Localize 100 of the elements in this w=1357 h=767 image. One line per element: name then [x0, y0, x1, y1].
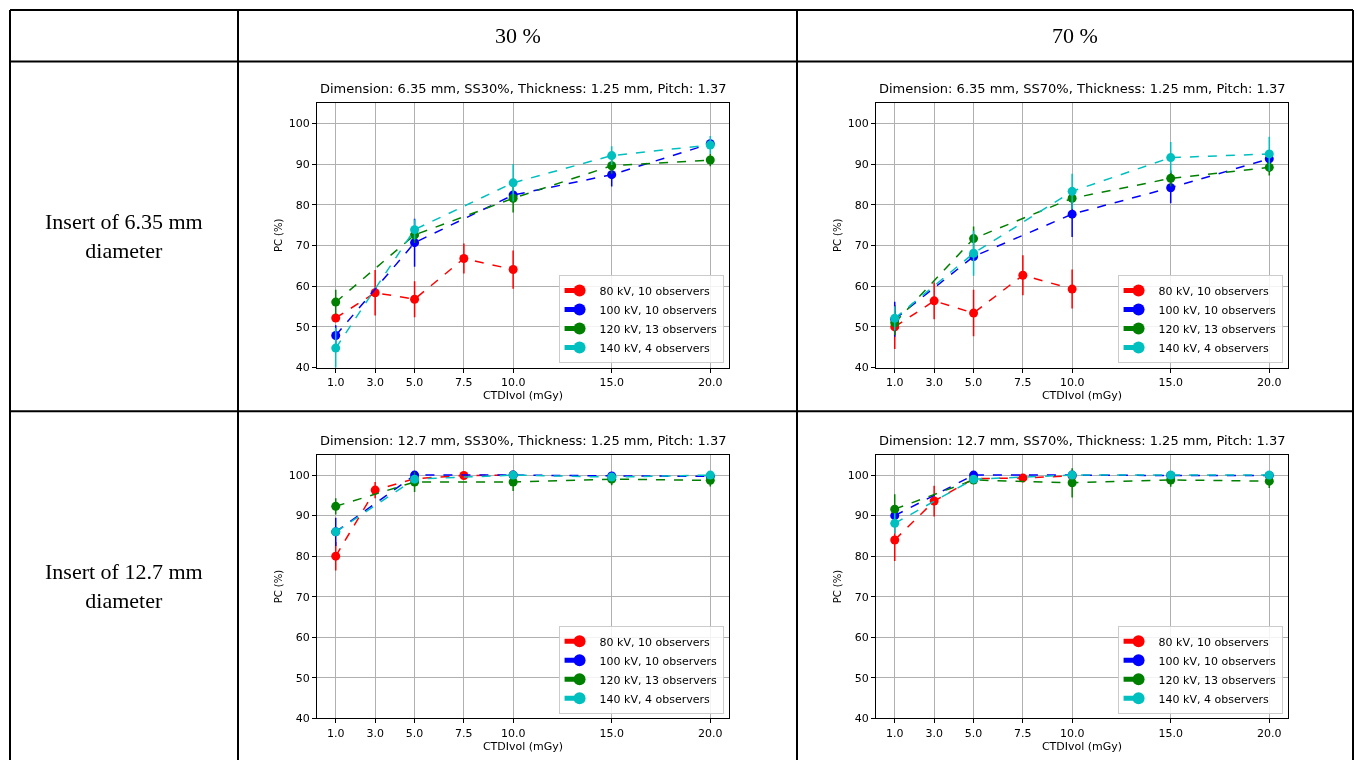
y-tick-label: 60	[295, 631, 310, 645]
text: Insert of 12.7 mm diameter	[45, 559, 203, 613]
x-tick-label: 5.0	[405, 726, 424, 740]
x-tick-label: 20.0	[698, 726, 723, 740]
x-tick-label: 10.0	[1059, 726, 1085, 740]
legend-label: 100 kV, 10 observers	[1158, 303, 1276, 317]
y-tick-label: 70	[295, 590, 310, 604]
y-tick-label: 60	[854, 631, 869, 645]
point	[929, 296, 939, 306]
legend-label: 80 kV, 10 observers	[1158, 284, 1269, 298]
point	[890, 535, 900, 545]
y-tick-label: 60	[295, 280, 310, 294]
point	[1166, 153, 1176, 163]
point	[890, 504, 900, 514]
x-tick-label: 7.5	[455, 375, 473, 389]
text: 70 %	[1052, 23, 1098, 48]
y-tick-label: 40	[854, 712, 869, 726]
x-tick-label: 20.0	[1257, 726, 1282, 740]
x-tick-label: 5.0	[405, 375, 424, 389]
x-axis-title: CTDIvol (mGy)	[482, 739, 564, 753]
legend-label: 80 kV, 10 observers	[599, 284, 710, 298]
x-tick-label: 7.5	[455, 726, 473, 740]
point	[331, 313, 341, 323]
x-tick-label: 10.0	[1059, 375, 1085, 389]
point	[969, 308, 979, 318]
point	[1067, 186, 1077, 196]
legend-label: 140 kV, 4 observers	[1158, 341, 1269, 355]
y-tick-label: 80	[295, 198, 310, 212]
point	[331, 551, 341, 561]
y-tick-label: 80	[295, 550, 310, 564]
point	[508, 265, 518, 275]
point	[1067, 284, 1077, 294]
legend-label: 100 kV, 10 observers	[599, 654, 717, 668]
y-tick-label: 40	[295, 361, 310, 375]
text: Insert of 6.35 mm diameter	[45, 209, 203, 263]
x-tick-label: 5.0	[964, 726, 983, 740]
y-axis-title: PC (%)	[831, 569, 843, 604]
legend-label: 120 kV, 13 observers	[599, 673, 717, 687]
point	[1264, 149, 1274, 159]
point	[969, 248, 979, 258]
y-tick-label: 50	[295, 671, 310, 685]
x-tick-label: 20.0	[698, 375, 723, 389]
point	[1166, 173, 1176, 183]
x-tick-label: 15.0	[1158, 726, 1183, 740]
y-tick-label: 100	[288, 117, 310, 131]
point	[607, 170, 617, 180]
y-tick-label: 50	[295, 320, 310, 334]
y-axis-title: PC (%)	[831, 218, 843, 253]
point	[410, 225, 420, 235]
legend-label: 120 kV, 13 observers	[1158, 322, 1276, 336]
x-tick-label: 15.0	[599, 726, 624, 740]
x-tick-label: 15.0	[599, 375, 624, 389]
y-tick-label: 100	[288, 468, 310, 482]
chart-title: Dimension: 6.35 mm, SS70%, Thickness: 1.25 mm, Pitch: 1.37	[879, 81, 1286, 96]
y-tick-label: 70	[854, 239, 869, 253]
point	[331, 343, 341, 353]
legend-label: 80 kV, 10 observers	[1158, 635, 1269, 649]
legend-label: 120 kV, 13 observers	[599, 322, 717, 336]
legend-label: 140 kV, 4 observers	[599, 692, 710, 706]
x-tick-label: 7.5	[1014, 726, 1032, 740]
legend-label: 120 kV, 13 observers	[1158, 673, 1276, 687]
y-tick-label: 80	[854, 550, 869, 564]
y-tick-label: 40	[854, 361, 869, 375]
point	[1067, 209, 1077, 219]
x-tick-label: 3.0	[366, 726, 384, 740]
y-tick-label: 70	[295, 239, 310, 253]
x-axis-title: CTDIvol (mGy)	[1041, 388, 1123, 402]
point	[1018, 270, 1028, 280]
point	[331, 501, 341, 511]
point	[607, 161, 617, 171]
text: 30 %	[495, 23, 541, 48]
chart-title: Dimension: 12.7 mm, SS70%, Thickness: 1.25 mm, Pitch: 1.37	[879, 433, 1286, 448]
point	[508, 178, 518, 188]
y-tick-label: 90	[295, 157, 310, 171]
x-tick-label: 1.0	[885, 375, 904, 389]
point	[1018, 473, 1028, 483]
legend-label: 140 kV, 4 observers	[1158, 692, 1269, 706]
y-tick-label: 50	[854, 320, 869, 334]
legend-label: 80 kV, 10 observers	[599, 635, 710, 649]
x-tick-label: 1.0	[885, 726, 904, 740]
y-tick-label: 90	[295, 509, 310, 523]
point	[607, 151, 617, 161]
y-tick-label: 50	[854, 671, 869, 685]
x-tick-label: 1.0	[326, 726, 345, 740]
chart-title: Dimension: 12.7 mm, SS30%, Thickness: 1.25 mm, Pitch: 1.37	[320, 433, 727, 448]
x-axis-title: CTDIvol (mGy)	[1041, 739, 1123, 753]
y-tick-label: 90	[854, 157, 869, 171]
y-tick-label: 70	[854, 590, 869, 604]
y-tick-label: 100	[847, 117, 869, 131]
point	[459, 254, 469, 264]
y-tick-label: 40	[295, 712, 310, 726]
x-tick-label: 5.0	[964, 375, 983, 389]
point	[1166, 183, 1176, 193]
y-axis-title: PC (%)	[272, 569, 284, 604]
legend-label: 140 kV, 4 observers	[599, 341, 710, 355]
point	[331, 297, 341, 307]
y-tick-label: 100	[847, 468, 869, 482]
chart-title: Dimension: 6.35 mm, SS30%, Thickness: 1.25 mm, Pitch: 1.37	[320, 81, 727, 96]
y-axis-title: PC (%)	[272, 218, 284, 253]
x-tick-label: 3.0	[366, 375, 384, 389]
